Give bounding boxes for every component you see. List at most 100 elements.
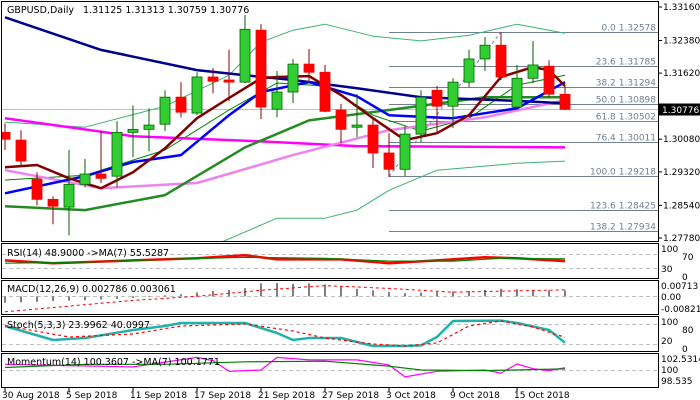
indicator-line xyxy=(222,160,566,241)
macd-axis-label: 0.00 xyxy=(661,293,681,303)
macd-signal-line xyxy=(4,285,566,313)
rsi-series-line xyxy=(4,256,566,264)
bull-candle xyxy=(63,149,75,236)
chart-header: GBPUSD,Daily 1.31125 1.31313 1.30759 1.3… xyxy=(7,5,249,16)
timeframe: Daily xyxy=(50,5,74,16)
bull-candle xyxy=(351,94,363,138)
fib-level-label: 76.4 1.30011 xyxy=(596,134,656,144)
candle-body xyxy=(143,124,155,130)
candle-body xyxy=(319,71,331,112)
candle-body xyxy=(463,58,475,83)
candle-body xyxy=(207,76,219,82)
stoch-axis-label: 20 xyxy=(661,337,673,347)
rsi-label: RSI(14) 48.9000 ->MA(7) 55.5287 xyxy=(7,248,169,259)
rsi-axis-label: 70 xyxy=(682,253,694,263)
fib-level-percent: 50.0 xyxy=(596,96,616,106)
candle-body xyxy=(175,96,187,113)
fib-level-percent: 38.2 xyxy=(596,79,616,89)
candle-body xyxy=(31,178,43,200)
fib-level-price: 1.30502 xyxy=(619,113,656,123)
candle-body xyxy=(255,29,267,108)
fib-level-label: 0.0 1.32578 xyxy=(601,24,656,34)
candle-body xyxy=(2,131,11,140)
date-tick-label: 11 Sep 2018 xyxy=(130,391,187,400)
price-tick-label: 1.33160 xyxy=(663,3,700,13)
bear-candle xyxy=(175,82,187,118)
price-tick-label: 1.28540 xyxy=(663,201,700,211)
bear-candle xyxy=(303,49,315,83)
bear-candle xyxy=(2,123,11,150)
fib-level-percent: 123.6 xyxy=(590,202,616,212)
candle-body xyxy=(15,139,27,162)
symbol: GBPUSD xyxy=(7,5,47,16)
bear-candle xyxy=(319,64,331,113)
candle-body xyxy=(367,124,379,154)
current-price-box xyxy=(659,103,700,116)
candle-body xyxy=(79,173,91,185)
candle-body xyxy=(303,63,315,73)
bull-candle xyxy=(479,37,491,71)
candle-body xyxy=(335,109,347,130)
bull-candle xyxy=(191,72,203,116)
rsi-axis-label: 30 xyxy=(661,265,673,275)
candle-body xyxy=(559,93,571,110)
candle-body xyxy=(111,131,123,177)
fib-level-price: 1.27934 xyxy=(619,223,656,233)
candle-body xyxy=(495,44,507,78)
price-tick-label: 1.32380 xyxy=(663,36,700,46)
bull-candle xyxy=(447,78,459,129)
stoch-axis-label: 100 xyxy=(661,318,678,328)
bull-candle xyxy=(399,126,411,177)
momentum-axis-label: 98.535 xyxy=(661,377,693,387)
bull-candle xyxy=(415,90,427,143)
fib-level-price: 1.32578 xyxy=(619,24,656,34)
candle-body xyxy=(239,28,251,83)
fib-level-price: 1.29218 xyxy=(619,168,656,178)
stoch-label: Stoch(5,3,3) 23.9962 40.0997 xyxy=(7,320,150,331)
bull-candle xyxy=(287,58,299,104)
date-tick-label: 5 Sep 2018 xyxy=(66,391,118,400)
candle-body xyxy=(415,96,427,135)
fib-level-price: 1.30011 xyxy=(619,134,656,144)
stoch-series-line xyxy=(4,320,566,347)
fib-level-percent: 23.6 xyxy=(596,58,616,68)
indicator-line xyxy=(4,23,566,128)
bear-candle xyxy=(95,131,107,184)
fib-level-price: 1.31785 xyxy=(619,58,656,68)
date-tick-label: 15 Oct 2018 xyxy=(514,391,570,400)
low-value: 1.30759 xyxy=(168,5,207,16)
fib-level-percent: 100.0 xyxy=(590,168,616,178)
high-value: 1.31313 xyxy=(125,5,164,16)
price-tick-label: 1.29320 xyxy=(663,168,700,178)
fib-level-percent: 0.0 xyxy=(601,24,616,34)
bear-candle xyxy=(255,24,267,120)
bear-candle xyxy=(15,130,27,166)
candle-body xyxy=(95,173,107,179)
bear-candle xyxy=(559,86,571,111)
candle-body xyxy=(511,77,523,108)
momentum-axis-label: 102.5314 xyxy=(661,355,700,365)
candle-body xyxy=(447,81,459,107)
fib-level-label: 138.2 1.27934 xyxy=(590,223,656,233)
bull-candle xyxy=(111,121,123,188)
fib-level-price: 1.30898 xyxy=(619,96,656,106)
current-price-label: 1.30776 xyxy=(662,106,699,116)
fib-level-label: 50.0 1.30898 xyxy=(596,96,657,106)
candle-body xyxy=(527,64,539,79)
header-sep: , xyxy=(47,5,50,16)
stoch-axis-label: 80 xyxy=(682,326,694,336)
price-tick-label: 1.27780 xyxy=(663,234,700,244)
date-tick-label: 21 Sep 2018 xyxy=(258,391,315,400)
fib-level-label: 100.0 1.29218 xyxy=(590,168,656,178)
date-tick-label: 3 Oct 2018 xyxy=(386,391,436,400)
rsi-axis-label: 100 xyxy=(661,245,678,255)
bear-candle xyxy=(207,67,219,94)
candle-body xyxy=(479,44,491,60)
bear-candle xyxy=(367,119,379,169)
fib-level-percent: 76.4 xyxy=(596,134,616,144)
bull-candle xyxy=(79,158,91,188)
price-tick-label: 1.31620 xyxy=(663,69,700,79)
stoch-axis-label: 0 xyxy=(682,345,688,355)
